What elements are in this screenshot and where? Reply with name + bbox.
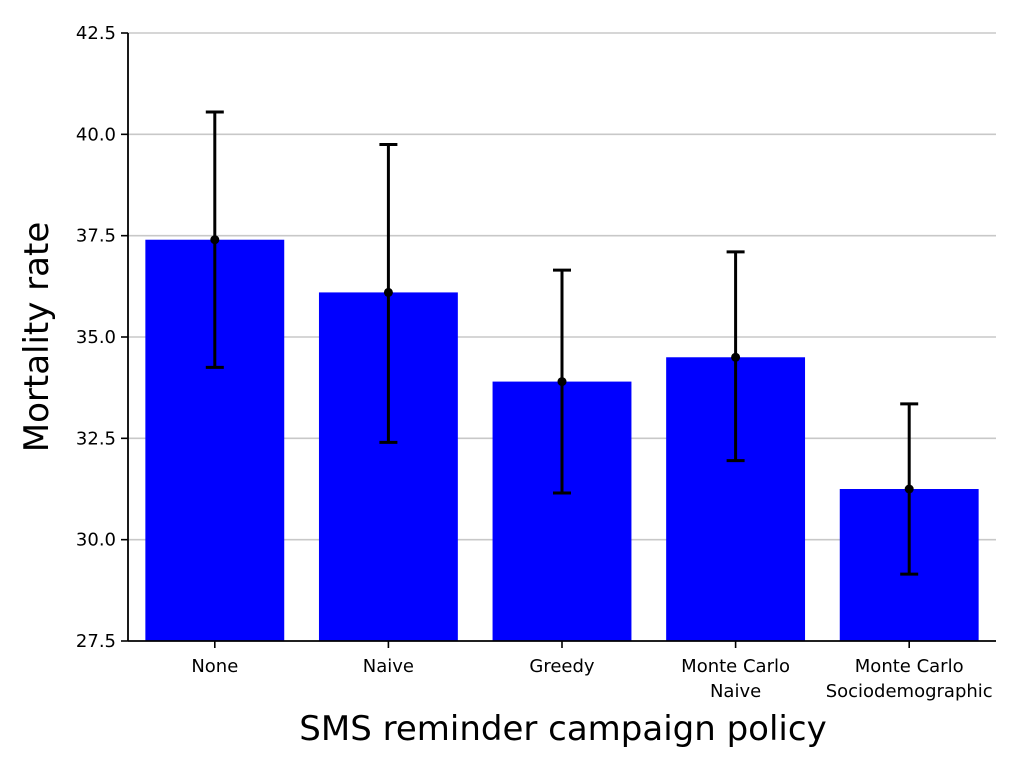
- x-tick-label: Greedy: [529, 656, 595, 677]
- y-tick-label: 35.0: [76, 327, 116, 348]
- error-bars: [205, 110, 919, 576]
- x-tick-label: None: [191, 656, 238, 677]
- x-tick-label: Naive: [710, 681, 761, 702]
- y-tick-label: 37.5: [76, 226, 116, 247]
- x-tick-label: Naive: [363, 656, 414, 677]
- x-ticks: None Naive Greedy Monte Carlo Naive Monte Car…: [191, 641, 993, 702]
- y-tick-label: 40.0: [76, 124, 116, 145]
- error-bar-point: [210, 235, 220, 245]
- error-bar-point: [383, 287, 393, 297]
- x-tick-label: Sociodemographic: [826, 681, 993, 702]
- error-bar-point: [904, 484, 914, 494]
- x-tick-label: Monte Carlo: [681, 656, 790, 677]
- x-tick-label: Monte Carlo: [855, 656, 964, 677]
- error-bar-point: [557, 377, 567, 387]
- y-tick-label: 32.5: [76, 428, 116, 449]
- x-axis-title: SMS reminder campaign policy: [299, 709, 826, 749]
- y-tick-label: 30.0: [76, 530, 116, 551]
- error-bar-point: [731, 352, 741, 362]
- y-ticks: 27.5 30.0 32.5 35.0 37.5 40.0 42.5: [76, 23, 128, 652]
- y-axis-title: Mortality rate: [17, 222, 57, 453]
- y-tick-label: 27.5: [76, 631, 116, 652]
- y-tick-label: 42.5: [76, 23, 116, 44]
